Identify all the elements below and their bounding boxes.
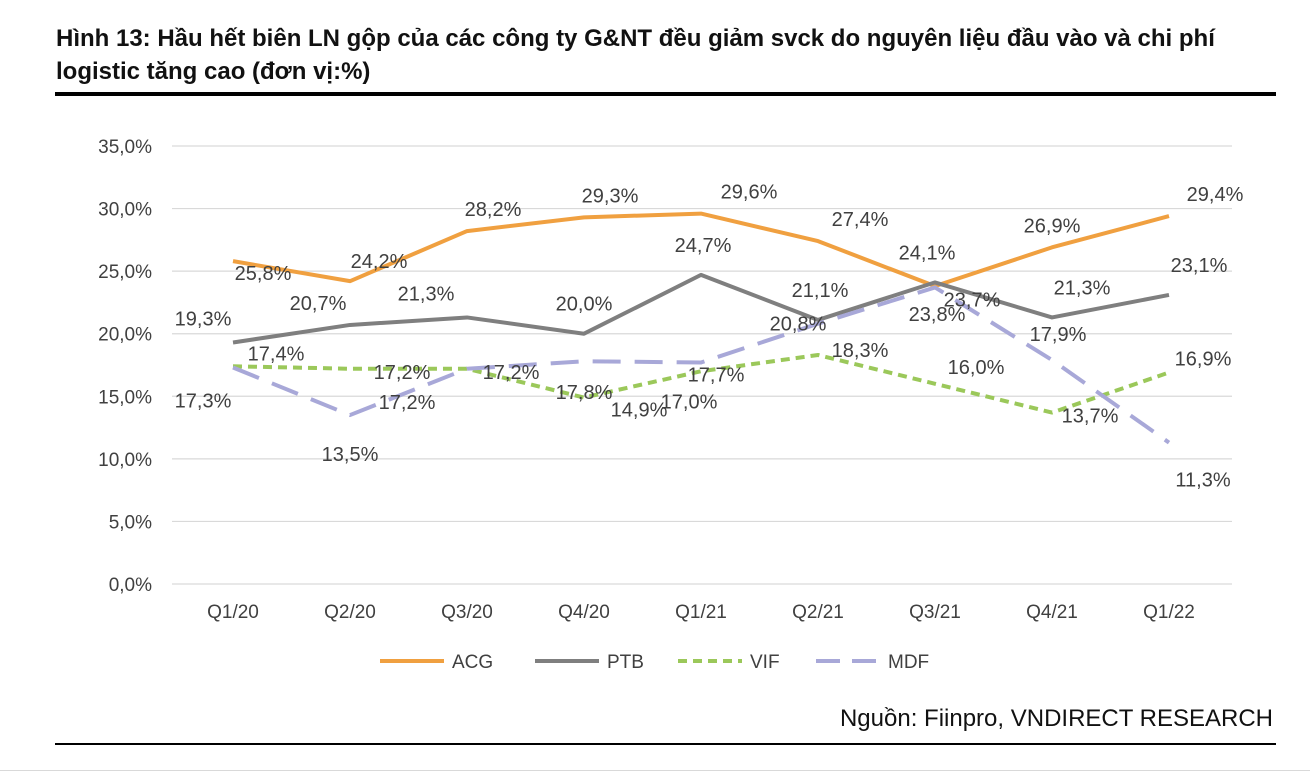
data-label-ptb: 19,3% — [175, 308, 232, 330]
legend: ACG PTB VIF MDF — [380, 652, 929, 673]
x-tick-label: Q1/22 — [1143, 602, 1195, 623]
y-tick-label: 35,0% — [98, 137, 152, 158]
series-line-acg — [232, 211, 1170, 289]
data-label-acg: 26,9% — [1024, 215, 1081, 237]
series-line-mdf — [232, 285, 1171, 445]
x-tick-label: Q2/20 — [324, 602, 376, 623]
page-divider — [0, 770, 1310, 771]
y-tick-label: 30,0% — [98, 200, 152, 221]
x-tick-label: Q1/21 — [675, 602, 727, 623]
data-label-ptb: 21,3% — [398, 283, 455, 305]
y-tick-label: 5,0% — [109, 512, 152, 533]
data-label-ptb: 20,0% — [556, 294, 613, 316]
y-tick-label: 10,0% — [98, 450, 152, 471]
x-tick-label: Q4/21 — [1026, 602, 1078, 623]
legend-label-vif: VIF — [750, 652, 780, 673]
data-label-ptb: 23,1% — [1171, 255, 1228, 277]
data-label-acg: 29,3% — [582, 185, 639, 207]
series-line-ptb — [232, 272, 1170, 345]
figure-title: Hình 13: Hầu hết biên LN gộp của các côn… — [56, 25, 1215, 85]
data-label-mdf: 17,8% — [556, 382, 613, 404]
y-tick-label: 25,0% — [98, 262, 152, 283]
series-line-vif — [232, 352, 1170, 415]
series-lines — [232, 211, 1171, 445]
x-tick-label: Q4/20 — [558, 602, 610, 623]
data-label-ptb: 24,7% — [675, 235, 732, 257]
data-label-vif: 17,2% — [374, 362, 431, 384]
data-label-mdf: 23,7% — [944, 289, 1001, 311]
x-axis-ticks: Q1/20 Q2/20 Q3/20 Q4/20 Q1/21 Q2/21 Q3/21 Q4/21… — [207, 602, 1195, 623]
bottom-rule — [55, 743, 1276, 745]
data-label-vif: 17,0% — [661, 391, 718, 413]
y-tick-label: 15,0% — [98, 387, 152, 408]
y-tick-label: 20,0% — [98, 325, 152, 346]
data-label-mdf: 17,2% — [379, 392, 436, 414]
data-label-mdf: 17,9% — [1030, 324, 1087, 346]
data-label-vif: 13,7% — [1062, 406, 1119, 428]
x-tick-label: Q1/20 — [207, 602, 259, 623]
legend-label-mdf: MDF — [888, 652, 929, 673]
data-label-mdf: 17,7% — [688, 364, 745, 386]
x-tick-label: Q3/20 — [441, 602, 493, 623]
data-label-acg: 25,8% — [235, 263, 292, 285]
x-tick-label: Q2/21 — [792, 602, 844, 623]
data-label-acg: 28,2% — [465, 199, 522, 221]
data-label-mdf: 11,3% — [1175, 470, 1230, 492]
data-label-vif: 16,0% — [948, 357, 1005, 379]
y-axis-ticks: 0,0% 5,0% 10,0% 15,0% 20,0% 25,0% 30,0% 35,0% — [98, 137, 152, 596]
data-label-acg: 27,4% — [832, 209, 889, 231]
data-label-vif: 14,9% — [611, 400, 668, 422]
top-rule — [55, 92, 1276, 96]
legend-label-acg: ACG — [452, 652, 493, 673]
x-tick-label: Q3/21 — [909, 602, 961, 623]
data-label-acg: 24,2% — [351, 251, 408, 273]
source-note: Nguồn: Fiinpro, VNDIRECT RESEARCH — [839, 705, 1273, 732]
data-label-acg: 29,4% — [1187, 184, 1244, 206]
grid-lines — [172, 145, 1232, 585]
data-label-ptb: 20,7% — [290, 293, 347, 315]
data-label-mdf: 17,3% — [175, 391, 232, 413]
data-label-acg: 29,6% — [721, 182, 778, 204]
data-label-ptb: 21,3% — [1054, 277, 1111, 299]
data-label-mdf: 13,5% — [322, 444, 379, 466]
data-label-vif: 18,3% — [832, 340, 889, 362]
y-tick-label: 0,0% — [109, 575, 152, 596]
data-label-ptb: 21,1% — [792, 280, 849, 302]
data-label-ptb: 24,1% — [899, 242, 956, 264]
data-label-acg: 23,8% — [909, 304, 966, 326]
data-label-vif: 17,2% — [483, 362, 540, 384]
data-labels: 25,8% 24,2% 28,2% 29,3% 29,6% 27,4% 23,8% 26,9%… — [175, 182, 1244, 492]
data-label-vif: 17,4% — [248, 343, 305, 365]
data-label-mdf: 20,8% — [770, 314, 827, 336]
legend-label-ptb: PTB — [607, 652, 644, 673]
data-label-vif: 16,9% — [1175, 349, 1232, 371]
